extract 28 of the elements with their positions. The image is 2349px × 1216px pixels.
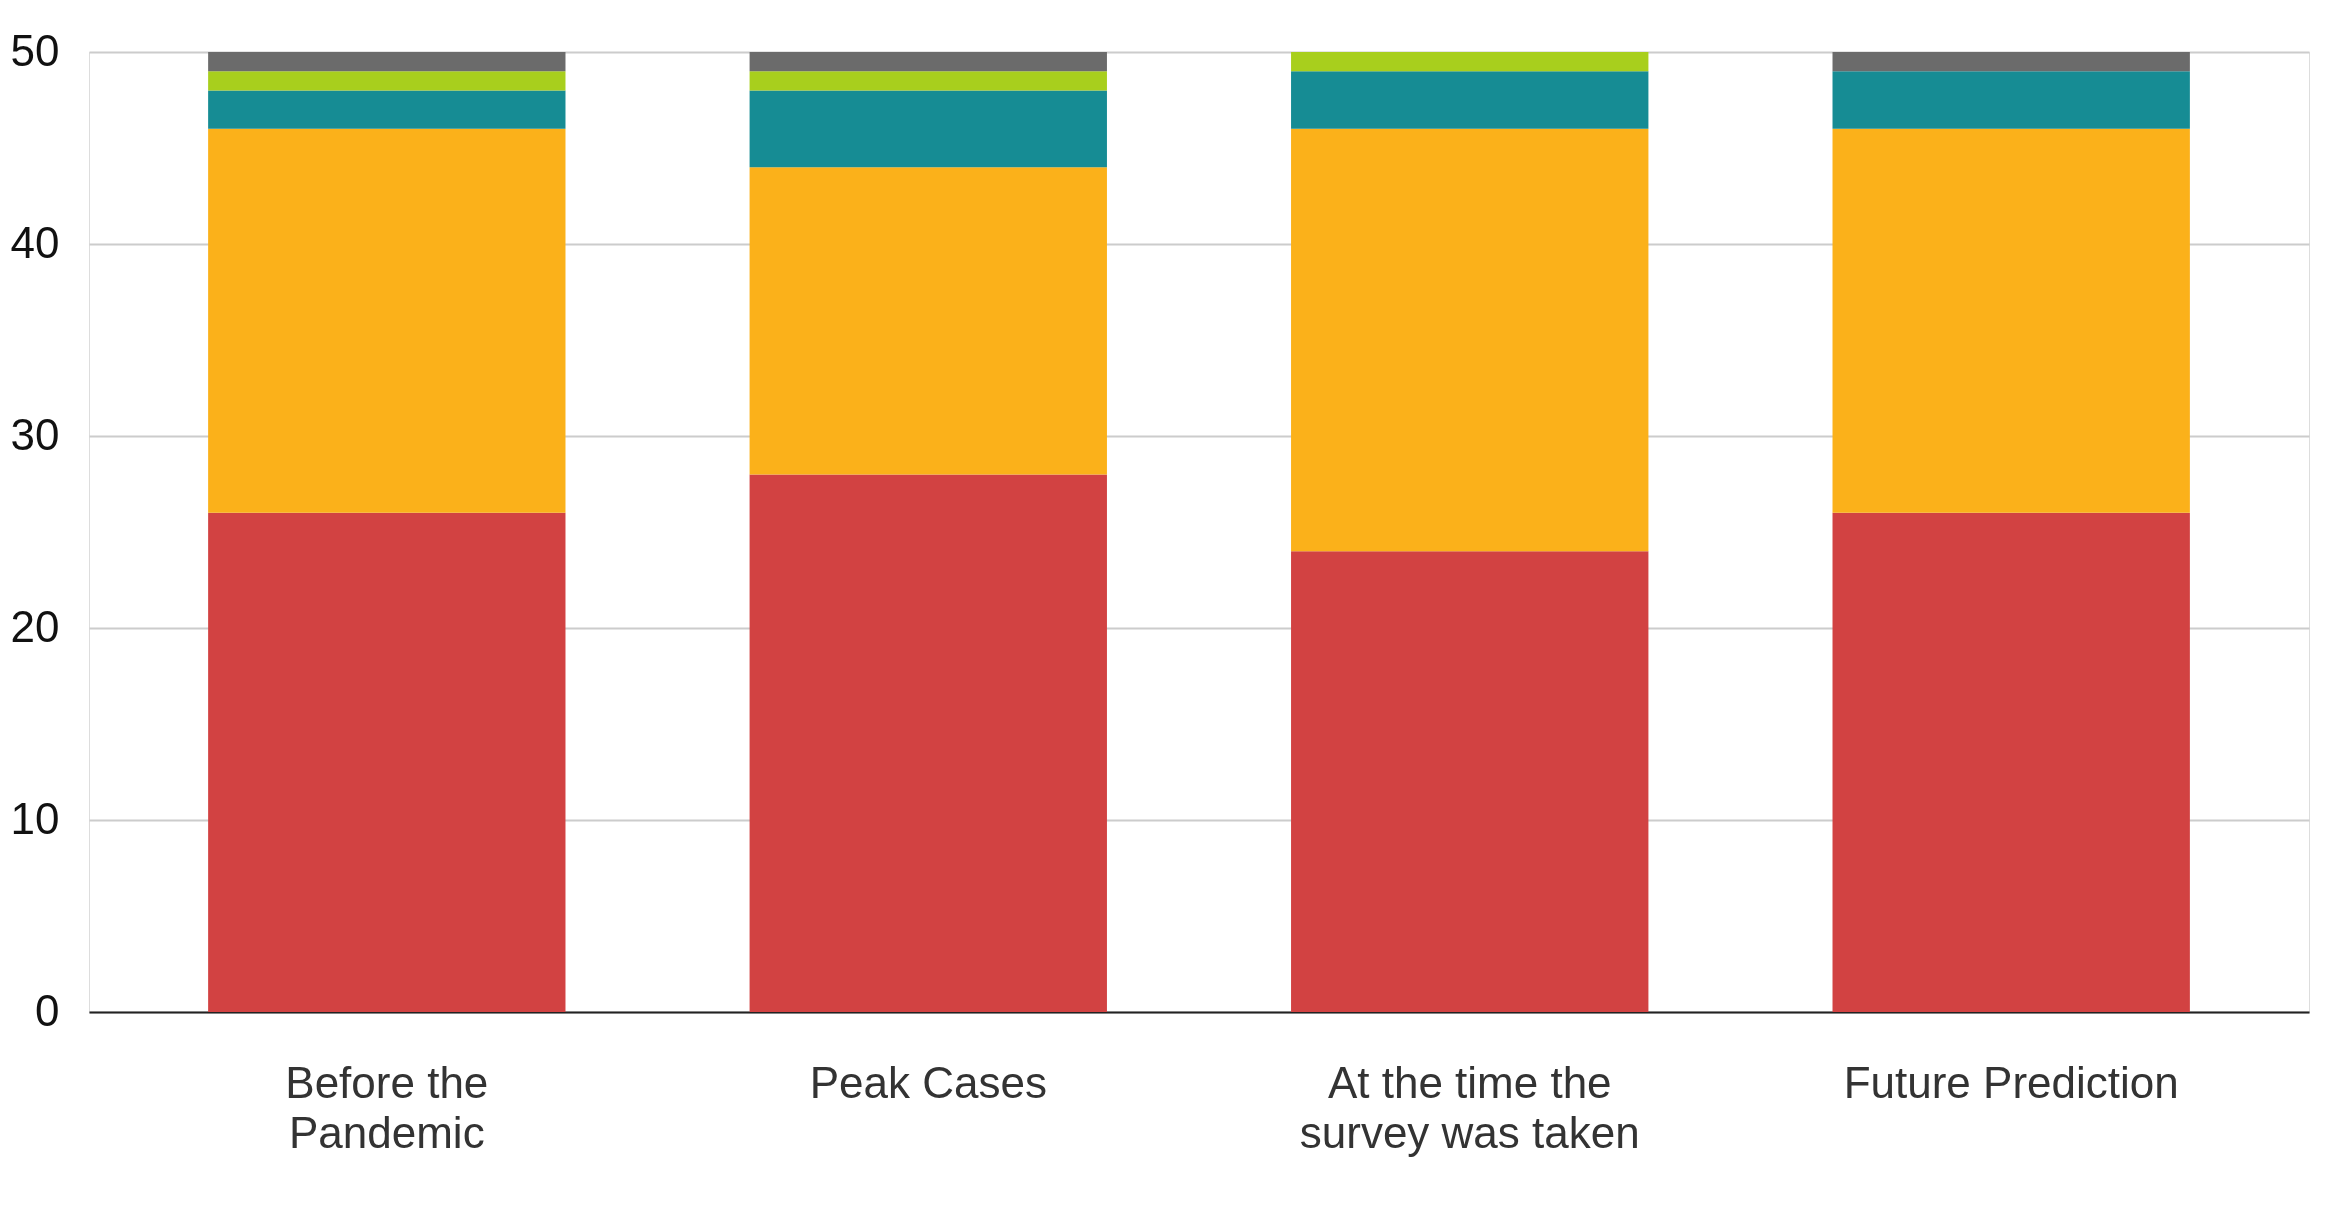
y-tick-label: 30 xyxy=(10,409,60,459)
x-tick-label: Before the Pandemic xyxy=(285,1057,489,1157)
y-tick-label: 20 xyxy=(10,601,60,651)
bar xyxy=(1291,128,1649,552)
y-tick-label: 50 xyxy=(10,25,60,75)
y-tick-label: 40 xyxy=(10,217,60,267)
bar xyxy=(1291,71,1649,129)
bar xyxy=(208,512,566,1012)
bar xyxy=(1832,52,2190,72)
bar xyxy=(1291,52,1649,72)
bar xyxy=(208,52,566,72)
bar xyxy=(749,52,1107,72)
bar xyxy=(749,474,1107,1012)
bar xyxy=(1291,551,1649,1012)
bar xyxy=(208,128,566,513)
bar xyxy=(1832,512,2190,1012)
bar xyxy=(749,71,1107,91)
bar xyxy=(1832,71,2190,129)
y-tick-label: 10 xyxy=(10,793,60,843)
x-tick-label: Peak Cases xyxy=(809,1057,1047,1107)
bar xyxy=(749,90,1107,168)
bar xyxy=(208,90,566,129)
y-tick-label: 0 xyxy=(35,985,60,1035)
x-tick-label: Future Prediction xyxy=(1843,1057,2179,1107)
bar xyxy=(208,71,566,91)
bar xyxy=(1832,128,2190,513)
bar xyxy=(749,167,1107,475)
x-tick-label: At the time the survey was taken xyxy=(1299,1057,1640,1157)
